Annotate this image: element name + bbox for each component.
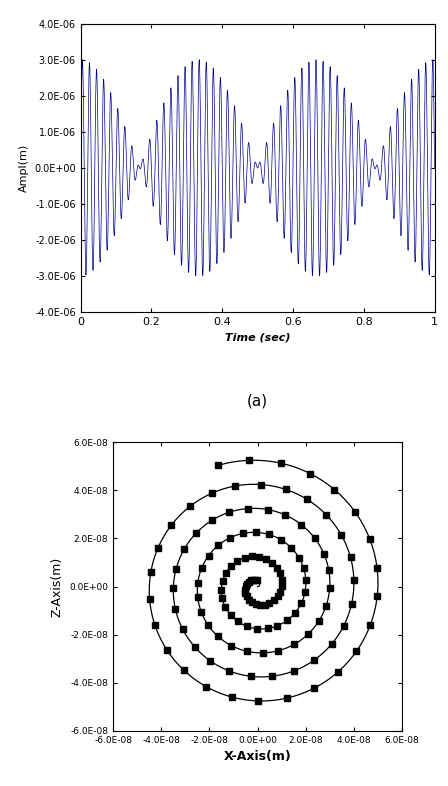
Text: (a): (a)	[247, 393, 268, 408]
Y-axis label: Ampl(m): Ampl(m)	[19, 144, 29, 192]
X-axis label: Time (sec): Time (sec)	[225, 332, 290, 343]
X-axis label: X-Axis(m): X-Axis(m)	[224, 751, 292, 763]
Y-axis label: Z-Axis(m): Z-Axis(m)	[51, 556, 64, 617]
